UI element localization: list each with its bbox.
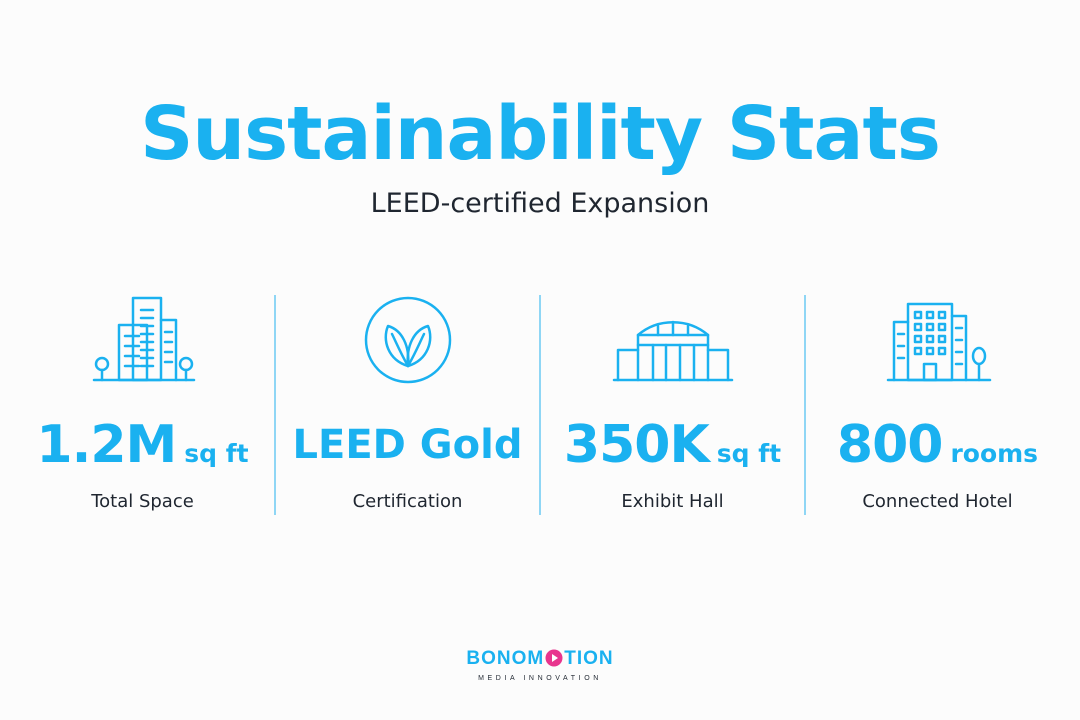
logo-wordmark: BONOM TION xyxy=(0,648,1080,673)
stat-value: 800 xyxy=(836,415,944,475)
stat-label: Exhibit Hall xyxy=(621,491,724,512)
brand-logo: BONOM TION MEDIA INNOVATION xyxy=(0,648,1080,684)
stat-value: 350K xyxy=(563,415,710,475)
play-icon xyxy=(545,649,563,673)
hotel-icon xyxy=(805,290,1070,390)
divider xyxy=(804,295,806,515)
stat-value: LEED Gold xyxy=(292,422,523,468)
stat-total-space: 1.2M sq ft Total Space xyxy=(10,285,275,525)
stat-unit: sq ft xyxy=(184,439,249,468)
stats-row: 1.2M sq ft Total Space LEED Gold Certific… xyxy=(10,285,1070,525)
stat-value-row: 1.2M sq ft xyxy=(10,413,275,489)
stat-value-row: LEED Gold xyxy=(275,413,540,485)
stat-connected-hotel: 800 rooms Connected Hotel xyxy=(805,285,1070,525)
stat-label: Certification xyxy=(352,491,463,512)
page-title: Sustainability Stats xyxy=(140,91,941,177)
logo-tagline: MEDIA INNOVATION xyxy=(478,675,602,682)
logo-word-part: BONOM xyxy=(466,648,545,669)
buildings-icon xyxy=(10,290,275,390)
stat-value-row: 800 rooms xyxy=(805,413,1070,489)
stat-value: 1.2M xyxy=(36,415,177,475)
exhibit-hall-icon xyxy=(540,290,805,390)
divider xyxy=(274,295,276,515)
stat-value-row: 350K sq ft xyxy=(540,413,805,489)
stat-unit: sq ft xyxy=(716,439,782,468)
stat-label: Total Space xyxy=(91,491,194,512)
page-subtitle: LEED-certified Expansion xyxy=(370,188,710,219)
logo-word-part: TION xyxy=(564,648,614,669)
stat-label: Connected Hotel xyxy=(862,491,1013,512)
stat-certification: LEED Gold Certification xyxy=(275,285,540,525)
stat-unit: rooms xyxy=(950,439,1039,468)
divider xyxy=(539,295,541,515)
stat-exhibit-hall: 350K sq ft Exhibit Hall xyxy=(540,285,805,525)
leaf-badge-icon xyxy=(275,290,540,390)
